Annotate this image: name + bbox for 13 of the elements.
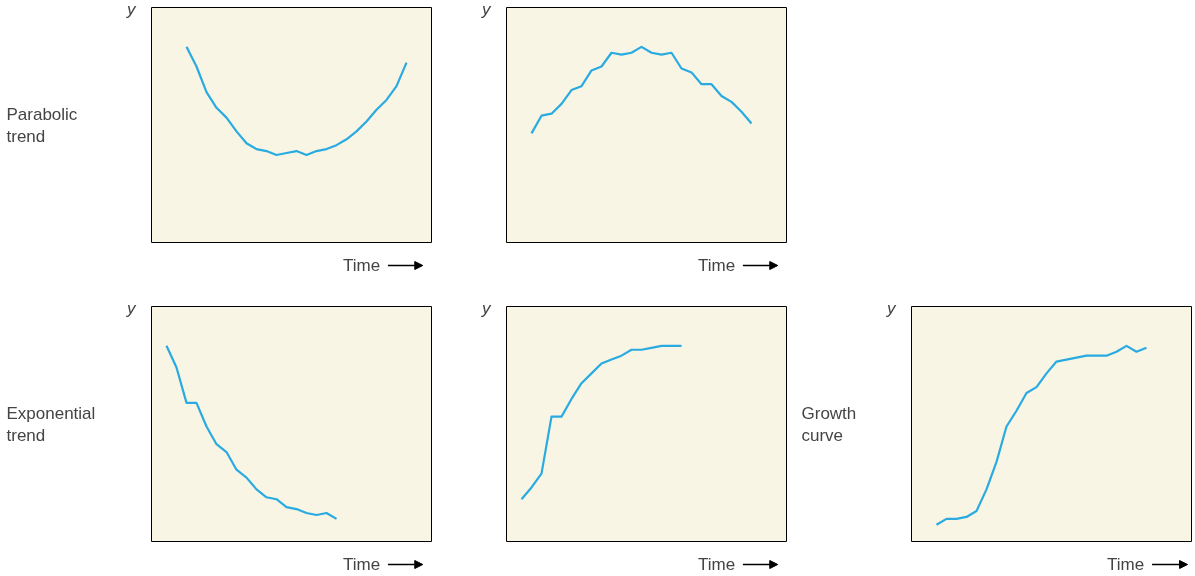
x-axis-title: Time bbox=[343, 555, 381, 574]
y-axis-title: y bbox=[481, 0, 492, 19]
y-axis-title: y bbox=[886, 299, 897, 318]
text: Parabolic trend bbox=[6, 104, 78, 147]
y-axis-title: y bbox=[481, 299, 492, 318]
x-axis-title: Time bbox=[343, 256, 381, 275]
text: Exponential trend bbox=[6, 403, 96, 446]
y-axis-title: y bbox=[126, 299, 137, 318]
x-axis-title: Time bbox=[698, 256, 736, 275]
y-axis-title: y bbox=[126, 0, 137, 19]
x-axis-title: Time bbox=[1107, 555, 1145, 574]
text: Growth curve bbox=[801, 403, 857, 446]
x-axis-title: Time bbox=[698, 555, 736, 574]
